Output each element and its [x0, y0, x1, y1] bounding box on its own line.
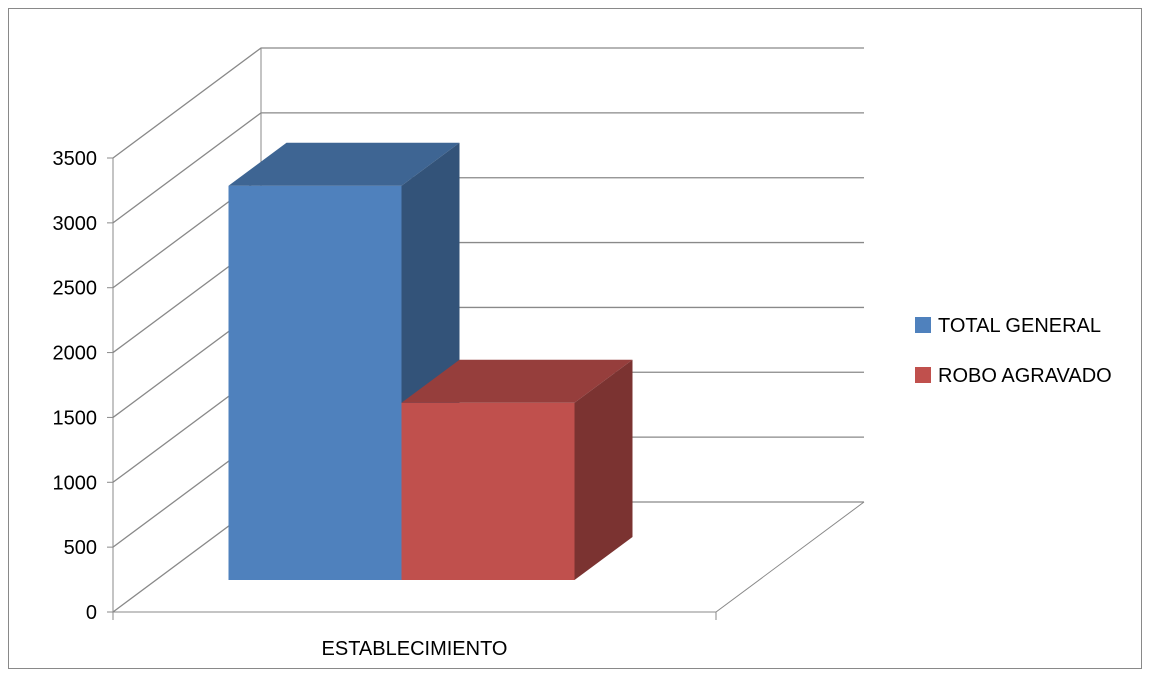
x-tick-label: ESTABLECIMIENTO [322, 638, 508, 660]
legend-swatch [915, 367, 931, 383]
y-tick-label: 3500 [53, 148, 98, 170]
y-tick-label: 0 [86, 602, 97, 624]
legend-entry: ROBO AGRAVADO [915, 365, 1112, 387]
bar-front-face [401, 402, 575, 580]
y-tick-label: 2500 [53, 278, 98, 300]
legend: TOTAL GENERAL ROBO AGRAVADO [915, 315, 1112, 387]
y-tick-label: 3000 [53, 213, 98, 235]
bar-side-face [574, 359, 633, 580]
legend-entry: TOTAL GENERAL [915, 315, 1101, 337]
y-tick-label: 1000 [53, 472, 98, 494]
legend-label: ROBO AGRAVADO [938, 365, 1112, 387]
bars [228, 142, 633, 580]
legend-label: TOTAL GENERAL [938, 315, 1101, 337]
y-tick-label: 500 [64, 537, 97, 559]
x-axis-tick-labels: ESTABLECIMIENTO [112, 612, 717, 660]
legend-swatch [915, 317, 931, 333]
y-tick-label: 1500 [53, 407, 98, 429]
bar-front-face [228, 185, 402, 580]
bar-2 [401, 359, 633, 580]
y-tick-label: 2000 [53, 343, 98, 365]
y-axis-tick-labels: 0 500 1000 1500 2000 2500 3000 3500 [53, 148, 113, 624]
bar-top-face [401, 359, 633, 403]
bar-top-face [228, 142, 460, 186]
